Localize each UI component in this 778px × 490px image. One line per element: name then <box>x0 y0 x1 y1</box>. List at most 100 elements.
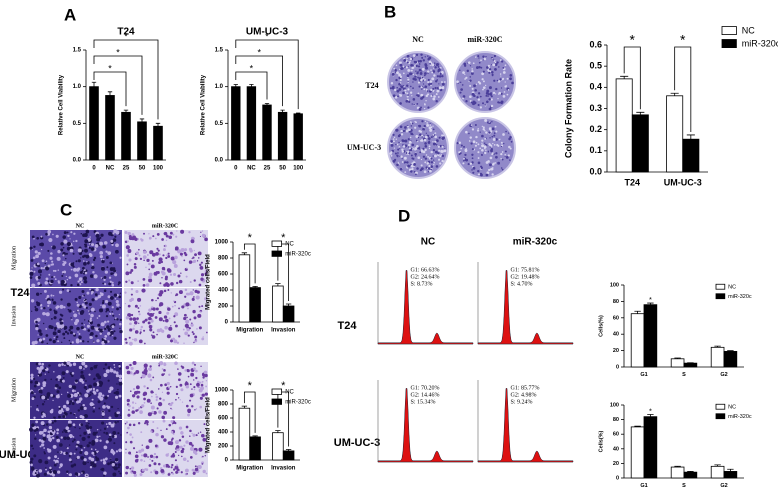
legend-label: NC <box>285 242 294 248</box>
legend-swatch <box>271 388 283 395</box>
colony <box>403 58 407 62</box>
colony <box>421 120 424 123</box>
cell <box>83 261 87 266</box>
cell <box>111 313 114 315</box>
cell <box>160 469 165 473</box>
cell <box>66 470 69 474</box>
colony <box>504 81 506 83</box>
cell <box>148 233 150 235</box>
colony <box>493 132 496 134</box>
cell <box>85 384 87 386</box>
cell <box>133 325 135 327</box>
y-tick-label: 800 <box>218 256 229 262</box>
colony <box>485 91 489 95</box>
colony <box>492 142 494 145</box>
colony <box>490 104 494 108</box>
colony <box>489 92 493 96</box>
cell <box>189 291 194 296</box>
colony <box>421 94 424 97</box>
cell <box>165 428 168 431</box>
cell <box>81 380 85 384</box>
cell <box>155 252 159 256</box>
cell <box>88 456 92 460</box>
colony <box>408 140 412 144</box>
colony <box>414 120 416 123</box>
colony <box>397 161 399 164</box>
cell <box>163 245 166 247</box>
colony <box>399 167 403 171</box>
colony <box>486 171 490 175</box>
cell <box>205 472 208 475</box>
colony <box>437 152 440 155</box>
cell <box>52 233 54 236</box>
cell <box>197 251 202 256</box>
colony <box>500 92 503 95</box>
cycle-stat: G1: 70.20% <box>411 385 440 391</box>
cell <box>42 311 46 316</box>
legend-label: NC <box>742 25 755 35</box>
cell <box>191 405 194 408</box>
cell <box>142 284 146 287</box>
colony <box>469 84 472 87</box>
cell <box>155 395 159 399</box>
error-bar <box>249 84 254 87</box>
colony <box>468 132 470 135</box>
cell <box>105 256 109 259</box>
colony <box>391 72 395 76</box>
cell <box>60 298 63 301</box>
cell <box>102 416 104 418</box>
colony <box>463 64 467 67</box>
cell <box>156 271 160 275</box>
cell <box>129 317 133 321</box>
cell <box>111 435 115 438</box>
cell <box>186 316 188 319</box>
legend-label: NC <box>728 284 736 290</box>
cell <box>163 438 167 442</box>
cell <box>148 367 152 371</box>
cell <box>87 329 91 332</box>
colony <box>502 95 506 98</box>
cell <box>175 398 177 401</box>
colony <box>488 98 491 101</box>
y-tick-label: 0.0 <box>589 166 602 176</box>
cell <box>80 281 83 284</box>
cell <box>80 404 83 406</box>
cell <box>175 235 178 238</box>
cell <box>40 340 44 344</box>
cell <box>41 395 46 400</box>
cell <box>126 370 131 375</box>
cell <box>89 288 91 291</box>
row-label: Migration <box>11 378 17 402</box>
cell <box>162 248 166 252</box>
cell <box>76 309 80 312</box>
cell <box>119 306 121 309</box>
cell <box>118 365 121 368</box>
cell <box>175 470 179 474</box>
cell <box>194 363 196 366</box>
cell <box>65 407 70 411</box>
colony <box>420 86 423 89</box>
cell <box>135 289 139 294</box>
cell <box>148 438 153 443</box>
cell <box>140 448 145 452</box>
colony <box>408 143 411 147</box>
cell <box>79 340 82 343</box>
cell <box>184 248 188 252</box>
row-label: Migration <box>11 246 17 270</box>
colony <box>413 103 415 106</box>
cell <box>126 240 129 243</box>
colony <box>422 59 425 62</box>
colony <box>409 85 412 88</box>
colony <box>459 91 462 94</box>
colony <box>464 78 466 80</box>
sig-star: * <box>649 406 652 415</box>
cell <box>61 371 66 376</box>
cell <box>148 464 152 467</box>
colony <box>482 102 485 105</box>
cell <box>140 458 143 462</box>
cell <box>69 248 74 253</box>
cell <box>113 366 116 369</box>
cell <box>70 283 73 287</box>
cell <box>92 431 97 436</box>
cell <box>109 312 112 316</box>
